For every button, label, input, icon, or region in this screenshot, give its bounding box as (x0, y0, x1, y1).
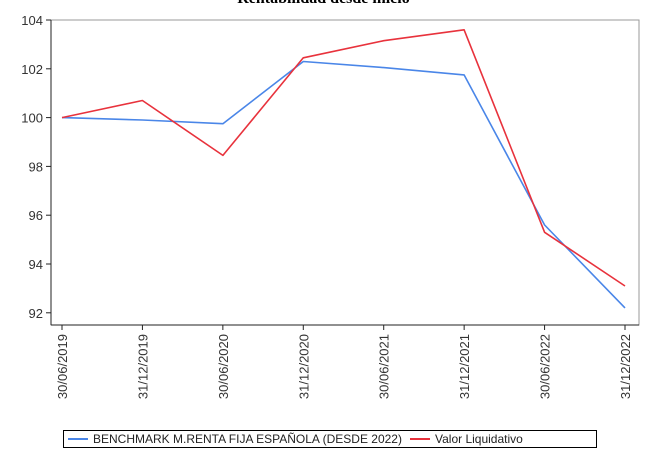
chart-axes (50, 19, 640, 326)
x-tick-label: 31/12/2020 (296, 334, 311, 399)
y-tick-label: 92 (29, 306, 43, 321)
x-tick-label: 30/06/2021 (377, 334, 392, 399)
x-axis-ticks: 30/06/2019 31/12/2019 30/06/2020 31/12/2020… (55, 325, 633, 399)
x-tick-label: 30/06/2020 (216, 334, 231, 399)
series-line-benchmark (61, 60, 626, 309)
legend-swatch-valor-liquidativo (409, 438, 430, 440)
y-tick-label: 102 (21, 62, 43, 77)
legend-label-benchmark: BENCHMARK M.RENTA FIJA ESPAÑOLA (DESDE 2… (93, 432, 402, 446)
y-tick-label: 94 (29, 257, 43, 272)
legend-label-valor-liquidativo: Valor Liquidativo (434, 432, 523, 446)
x-tick-label: 30/06/2019 (55, 334, 70, 399)
series-line-valor-liquidativo (61, 28, 626, 287)
y-tick-label: 96 (29, 208, 43, 223)
legend-item-valor-liquidativo: Valor Liquidativo (409, 432, 523, 446)
y-tick-label: 98 (29, 159, 43, 174)
chart-legend: BENCHMARK M.RENTA FIJA ESPAÑOLA (DESDE 2… (63, 430, 597, 448)
y-tick-label: 100 (21, 111, 43, 126)
y-tick-label: 104 (21, 13, 43, 28)
chart-title: Rentabilidad desde inicio (0, 0, 647, 8)
x-tick-label: 30/06/2022 (538, 334, 553, 399)
plot-area-frame (50, 19, 640, 326)
x-tick-label: 31/12/2021 (457, 334, 472, 399)
x-tick-label: 31/12/2019 (135, 334, 150, 399)
legend-item-benchmark: BENCHMARK M.RENTA FIJA ESPAÑOLA (DESDE 2… (68, 432, 402, 446)
chart-series (61, 28, 626, 309)
x-tick-label: 31/12/2022 (618, 334, 633, 399)
y-axis-ticks: 92 94 96 98 100 102 104 (21, 13, 51, 321)
legend-swatch-benchmark (68, 438, 88, 440)
